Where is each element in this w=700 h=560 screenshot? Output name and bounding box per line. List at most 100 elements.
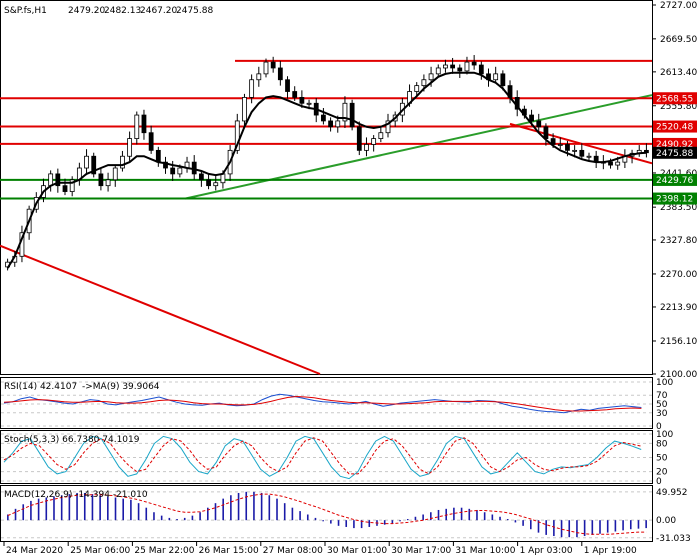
x-tick-label: 31 Mar 10:00	[455, 546, 515, 556]
candle-body	[270, 61, 276, 69]
candle-body	[277, 67, 283, 81]
level-label: 2520.48	[656, 123, 693, 133]
stoch-main-line	[3, 435, 642, 480]
candle-body	[572, 149, 578, 152]
candle-body	[127, 138, 133, 157]
rsi-line	[3, 393, 642, 414]
candle-body	[342, 102, 348, 122]
level-label-bg	[653, 146, 697, 159]
candle-body	[565, 144, 570, 151]
y-tick-label: 2727.00	[660, 1, 697, 11]
candle-body	[98, 173, 104, 187]
candle-body	[55, 173, 61, 187]
main-price-layer	[0, 55, 653, 375]
level-label: 2475.88	[656, 149, 693, 159]
level-label-bg	[653, 192, 697, 205]
macd-title: MACD(12,26,9) -14.394 -21.010	[4, 490, 148, 500]
panel-tick-label: 80	[656, 439, 668, 449]
level-label: 2398.12	[656, 195, 693, 205]
candle-body	[249, 79, 255, 98]
ohlc-high: 2482.13	[104, 6, 141, 16]
x-tick-label: 1 Apr 19:00	[584, 546, 637, 556]
candle-body	[69, 179, 75, 192]
panel-tick-label: 20	[656, 468, 668, 478]
candle-body	[435, 67, 441, 75]
candle-body	[242, 96, 247, 122]
main-panel-frame	[0, 0, 653, 375]
panel-tick-label: 50	[656, 454, 668, 464]
candle-body	[285, 79, 290, 92]
candle-body	[206, 179, 211, 187]
candle-body	[543, 126, 549, 139]
candle-body	[328, 120, 333, 128]
candle-body	[198, 173, 204, 181]
candle-body	[615, 161, 621, 166]
x-tick-label: 24 Mar 2020	[6, 546, 63, 556]
candle-body	[177, 167, 183, 175]
panel-tick-label: 70	[656, 391, 668, 401]
x-tick-label: 27 Mar 08:00	[263, 546, 323, 556]
candle-body	[170, 167, 176, 175]
candle-body	[414, 85, 420, 92]
macd-tick-label: 49.952	[656, 488, 688, 498]
panel-tick-label: 100	[656, 378, 673, 388]
rsi-title: RSI(14) 42.4107	[4, 382, 77, 392]
panel-tick-label: 30	[656, 409, 668, 419]
x-tick-label: 25 Mar 22:00	[134, 546, 194, 556]
level-label-bg	[653, 92, 697, 105]
level-label-bg	[653, 120, 697, 133]
candle-body	[163, 161, 168, 169]
candle-body	[62, 185, 68, 192]
ohlc-low: 2467.20	[140, 6, 177, 16]
stoch-title: Stoch(5,3,3) 66.7380 74.1019	[4, 435, 140, 445]
candle-body	[378, 132, 384, 139]
rsi-panel-frame	[0, 377, 653, 429]
macd-tick-label: -31.033	[656, 534, 691, 544]
macd-signal-line	[7, 493, 647, 535]
y-tick-label: 2327.80	[660, 236, 697, 246]
candle-body	[134, 114, 140, 139]
candle-body	[148, 132, 154, 151]
candle-body	[335, 120, 341, 128]
macd-layer	[1, 491, 652, 539]
ohlc-open: 2479.20	[68, 6, 105, 16]
y-tick-label: 2669.50	[660, 35, 697, 45]
candle-body	[349, 102, 355, 128]
candle-body	[443, 64, 448, 69]
candle-body	[529, 114, 534, 122]
panel-tick-label: 100	[656, 430, 673, 440]
level-label: 2568.55	[656, 94, 693, 104]
stoch-layer	[1, 433, 652, 482]
candle-body	[84, 155, 89, 169]
panel-tick-label: 0	[656, 422, 662, 432]
candle-body	[48, 173, 54, 187]
candle-body	[644, 149, 649, 154]
candle-body	[306, 102, 312, 105]
chart-title: S&P.fs,H1	[4, 6, 47, 16]
candle-body	[155, 149, 161, 163]
candle-body	[356, 126, 362, 151]
candle-body	[105, 179, 111, 187]
y-tick-label: 2213.90	[660, 303, 697, 313]
y-tick-label: 2555.80	[660, 102, 697, 112]
candle-body	[299, 96, 305, 104]
panel-tick-label: 50	[656, 400, 668, 410]
candle-body	[371, 138, 377, 145]
candle-body	[471, 61, 477, 66]
ohlc-close: 2475.88	[176, 6, 213, 16]
candle-body	[263, 61, 269, 75]
x-tick-label: 25 Mar 06:00	[70, 546, 130, 556]
x-tick-label: 30 Mar 17:00	[391, 546, 451, 556]
candle-body	[385, 120, 391, 134]
level-label: 2429.76	[656, 176, 693, 186]
candle-body	[450, 64, 456, 69]
macd-tick-label: 0.00	[656, 516, 676, 526]
y-tick-label: 2613.40	[660, 68, 697, 78]
candle-body	[586, 155, 592, 158]
x-tick-label: 26 Mar 15:00	[199, 546, 259, 556]
candle-body	[120, 155, 125, 169]
candle-body	[579, 149, 585, 157]
candle-body	[608, 161, 613, 166]
rsi-subtitle: ->MA(9) 39.9064	[82, 382, 160, 392]
candle-body	[557, 144, 563, 146]
